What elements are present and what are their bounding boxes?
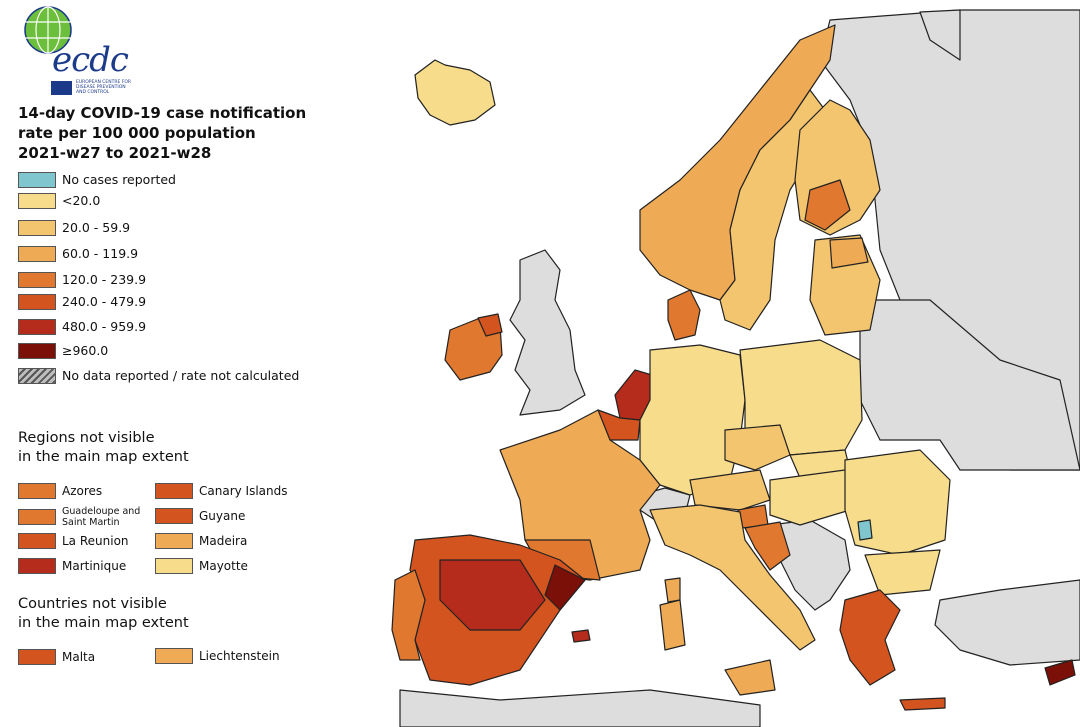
corsica (664, 577, 681, 603)
moldova-hatch (857, 519, 873, 541)
legend-swatch (18, 293, 56, 310)
legend-item: 480.0 - 959.9 (18, 318, 146, 335)
legend-item: No data reported / rate not calculated (18, 367, 299, 384)
map-title: 14-day COVID-19 case notification rate p… (18, 104, 307, 162)
ukraine-belarus-region (859, 299, 1080, 471)
northern-ireland (477, 313, 503, 337)
crete (899, 697, 946, 711)
legend-swatch (155, 558, 193, 574)
balearic (571, 629, 591, 643)
countries-section-title: Countries not visible in the main map ex… (18, 596, 189, 631)
legend-swatch (18, 649, 56, 665)
logo-subtitle: EUROPEAN CENTRE FOR DISEASE PREVENTION A… (76, 80, 131, 95)
estonia (829, 237, 869, 269)
region-item-guadeloupe: Guadeloupe and Saint Martin (18, 506, 162, 528)
region-item-la-reunion: La Reunion (18, 533, 129, 549)
region-item-martinique: Martinique (18, 558, 126, 574)
italy (649, 504, 816, 651)
legend-item: <20.0 (18, 192, 100, 209)
legend-swatch (18, 318, 56, 335)
region-item-guyane: Guyane (155, 508, 245, 524)
uk-region (509, 249, 586, 416)
legend-swatch (18, 245, 56, 262)
legend-swatch (18, 342, 56, 359)
legend-swatch (18, 509, 56, 525)
region-item-madeira: Madeira (155, 533, 247, 549)
country-item-malta: Malta (18, 649, 95, 665)
legend-swatch (18, 558, 56, 574)
eu-flag-icon (51, 81, 72, 95)
logo-text: ecdc (52, 40, 129, 80)
legend-swatch (155, 483, 193, 499)
legend-swatch (18, 483, 56, 499)
legend-swatch (18, 271, 56, 288)
spain-central (439, 559, 546, 631)
africa-region (399, 689, 761, 727)
croatia (744, 521, 791, 571)
legend-swatch (155, 648, 193, 664)
ecdc-logo: ecdc EUROPEAN CENTRE FOR DISEASE PREVENT… (14, 4, 131, 96)
legend-swatch (155, 533, 193, 549)
region-item-azores: Azores (18, 483, 102, 499)
hungary (769, 469, 851, 526)
legend-item: No cases reported (18, 171, 176, 188)
legend-swatch (18, 533, 56, 549)
sicily (724, 659, 776, 696)
legend-swatch (18, 171, 56, 188)
turkey-region (934, 579, 1080, 666)
iceland (414, 59, 496, 126)
legend-item: 20.0 - 59.9 (18, 219, 130, 236)
greece (839, 589, 901, 686)
legend-swatch (18, 192, 56, 209)
cyprus (1044, 659, 1076, 686)
catalonia (544, 564, 586, 611)
legend-swatch-hatched (18, 367, 56, 384)
finland-south (804, 179, 851, 231)
legend-item: ≥960.0 (18, 342, 108, 359)
austria (689, 469, 771, 511)
country-item-liechtenstein: Liechtenstein (155, 648, 280, 664)
legend-item: 240.0 - 479.9 (18, 293, 146, 310)
legend-item: 120.0 - 239.9 (18, 271, 146, 288)
norway-north-grey (919, 9, 961, 61)
czechia (724, 424, 791, 471)
sardinia (659, 599, 686, 651)
denmark (667, 289, 701, 341)
germany (639, 344, 746, 496)
region-item-mayotte: Mayotte (155, 558, 248, 574)
region-item-canary-islands: Canary Islands (155, 483, 288, 499)
portugal (391, 569, 426, 661)
balkans-region (769, 519, 851, 611)
legend-item: 60.0 - 119.9 (18, 245, 138, 262)
regions-section-title: Regions not visible in the main map exte… (18, 430, 189, 465)
legend-swatch (155, 508, 193, 524)
legend-swatch (18, 219, 56, 236)
globe-icon (24, 6, 72, 54)
bulgaria (864, 549, 941, 596)
